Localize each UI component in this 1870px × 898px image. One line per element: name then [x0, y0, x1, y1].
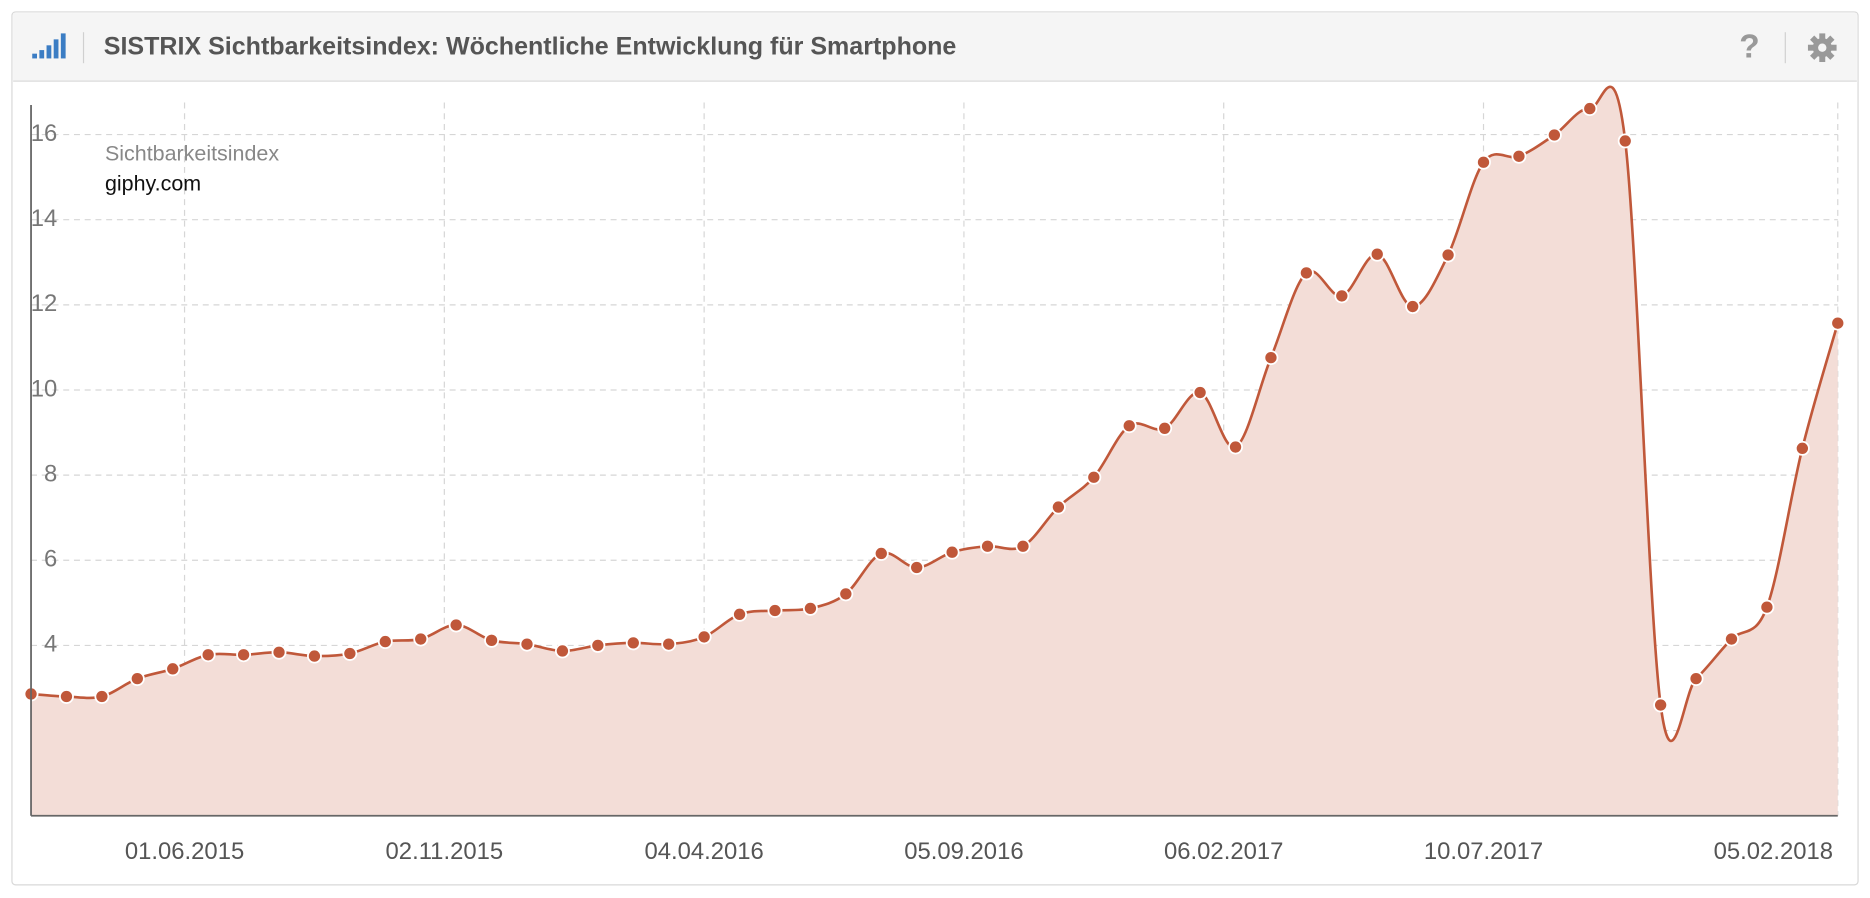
signal-icon [32, 33, 66, 59]
y-tick-label: 10 [31, 375, 58, 402]
data-point [732, 606, 748, 622]
chart-title: SISTRIX Sichtbarkeitsindex: Wöchentliche… [104, 32, 957, 60]
legend-title: Sichtbarkeitsindex [105, 142, 279, 166]
data-point [1653, 697, 1669, 713]
data-point [342, 646, 358, 661]
data-point [1192, 385, 1208, 401]
data-point [944, 544, 960, 560]
data-point [1617, 133, 1633, 149]
data-point [554, 643, 570, 659]
x-tick-label: 06.02.2017 [1164, 838, 1283, 865]
data-point [1511, 148, 1527, 164]
data-point [94, 689, 110, 704]
data-point [1263, 350, 1279, 366]
y-tick-label: 8 [44, 460, 57, 487]
data-point [306, 648, 322, 664]
data-point [802, 600, 818, 616]
data-point [1688, 671, 1704, 687]
data-point [590, 637, 606, 653]
data-point [377, 634, 393, 650]
data-point [129, 671, 145, 687]
data-point [1546, 127, 1562, 143]
data-point [909, 560, 925, 575]
data-point [1405, 299, 1421, 315]
data-point [448, 617, 464, 633]
x-tick-label: 01.06.2015 [125, 838, 244, 865]
data-point [873, 546, 889, 561]
y-tick-label: 14 [31, 205, 58, 232]
data-point [1759, 599, 1775, 615]
y-tick-label: 4 [44, 631, 57, 658]
x-tick-label: 02.11.2015 [386, 838, 504, 865]
area [31, 86, 1838, 816]
data-point [1830, 315, 1846, 331]
data-point [519, 636, 535, 652]
x-tick-label: 04.04.2016 [644, 838, 763, 865]
y-tick-label: 6 [44, 546, 57, 573]
data-point [1228, 439, 1243, 455]
data-point [696, 629, 712, 645]
y-tick-label: 12 [31, 290, 58, 317]
data-point [1582, 101, 1598, 117]
settings-button[interactable] [1807, 33, 1837, 63]
data-point [1015, 538, 1031, 554]
data-point [1794, 440, 1810, 456]
data-point [1298, 265, 1314, 281]
data-point [413, 631, 429, 647]
x-tick-label: 10.07.2017 [1424, 838, 1543, 865]
data-point [1369, 246, 1385, 262]
data-point [1476, 154, 1491, 170]
data-point [1157, 420, 1173, 436]
data-point [165, 661, 181, 677]
y-tick-label: 16 [31, 120, 58, 147]
data-point [1440, 247, 1456, 263]
data-point [59, 689, 74, 704]
data-point [1050, 499, 1066, 515]
data-point [767, 603, 783, 618]
data-point [1334, 288, 1350, 304]
data-point [236, 647, 252, 663]
data-point [980, 538, 995, 554]
help-button[interactable]: ? [1739, 29, 1759, 66]
data-point [1086, 469, 1102, 485]
data-point [838, 586, 854, 602]
data-point [1121, 418, 1137, 434]
data-point [1724, 631, 1739, 647]
x-tick-label: 05.02.2018 [1714, 838, 1833, 865]
data-point [625, 635, 641, 651]
data-point [200, 647, 216, 663]
data-point [271, 644, 287, 660]
x-tick-label: 05.09.2016 [904, 838, 1023, 865]
widget-header [13, 13, 1857, 82]
legend-entry: giphy.com [105, 172, 201, 196]
data-point [661, 636, 677, 652]
data-point [484, 632, 500, 648]
